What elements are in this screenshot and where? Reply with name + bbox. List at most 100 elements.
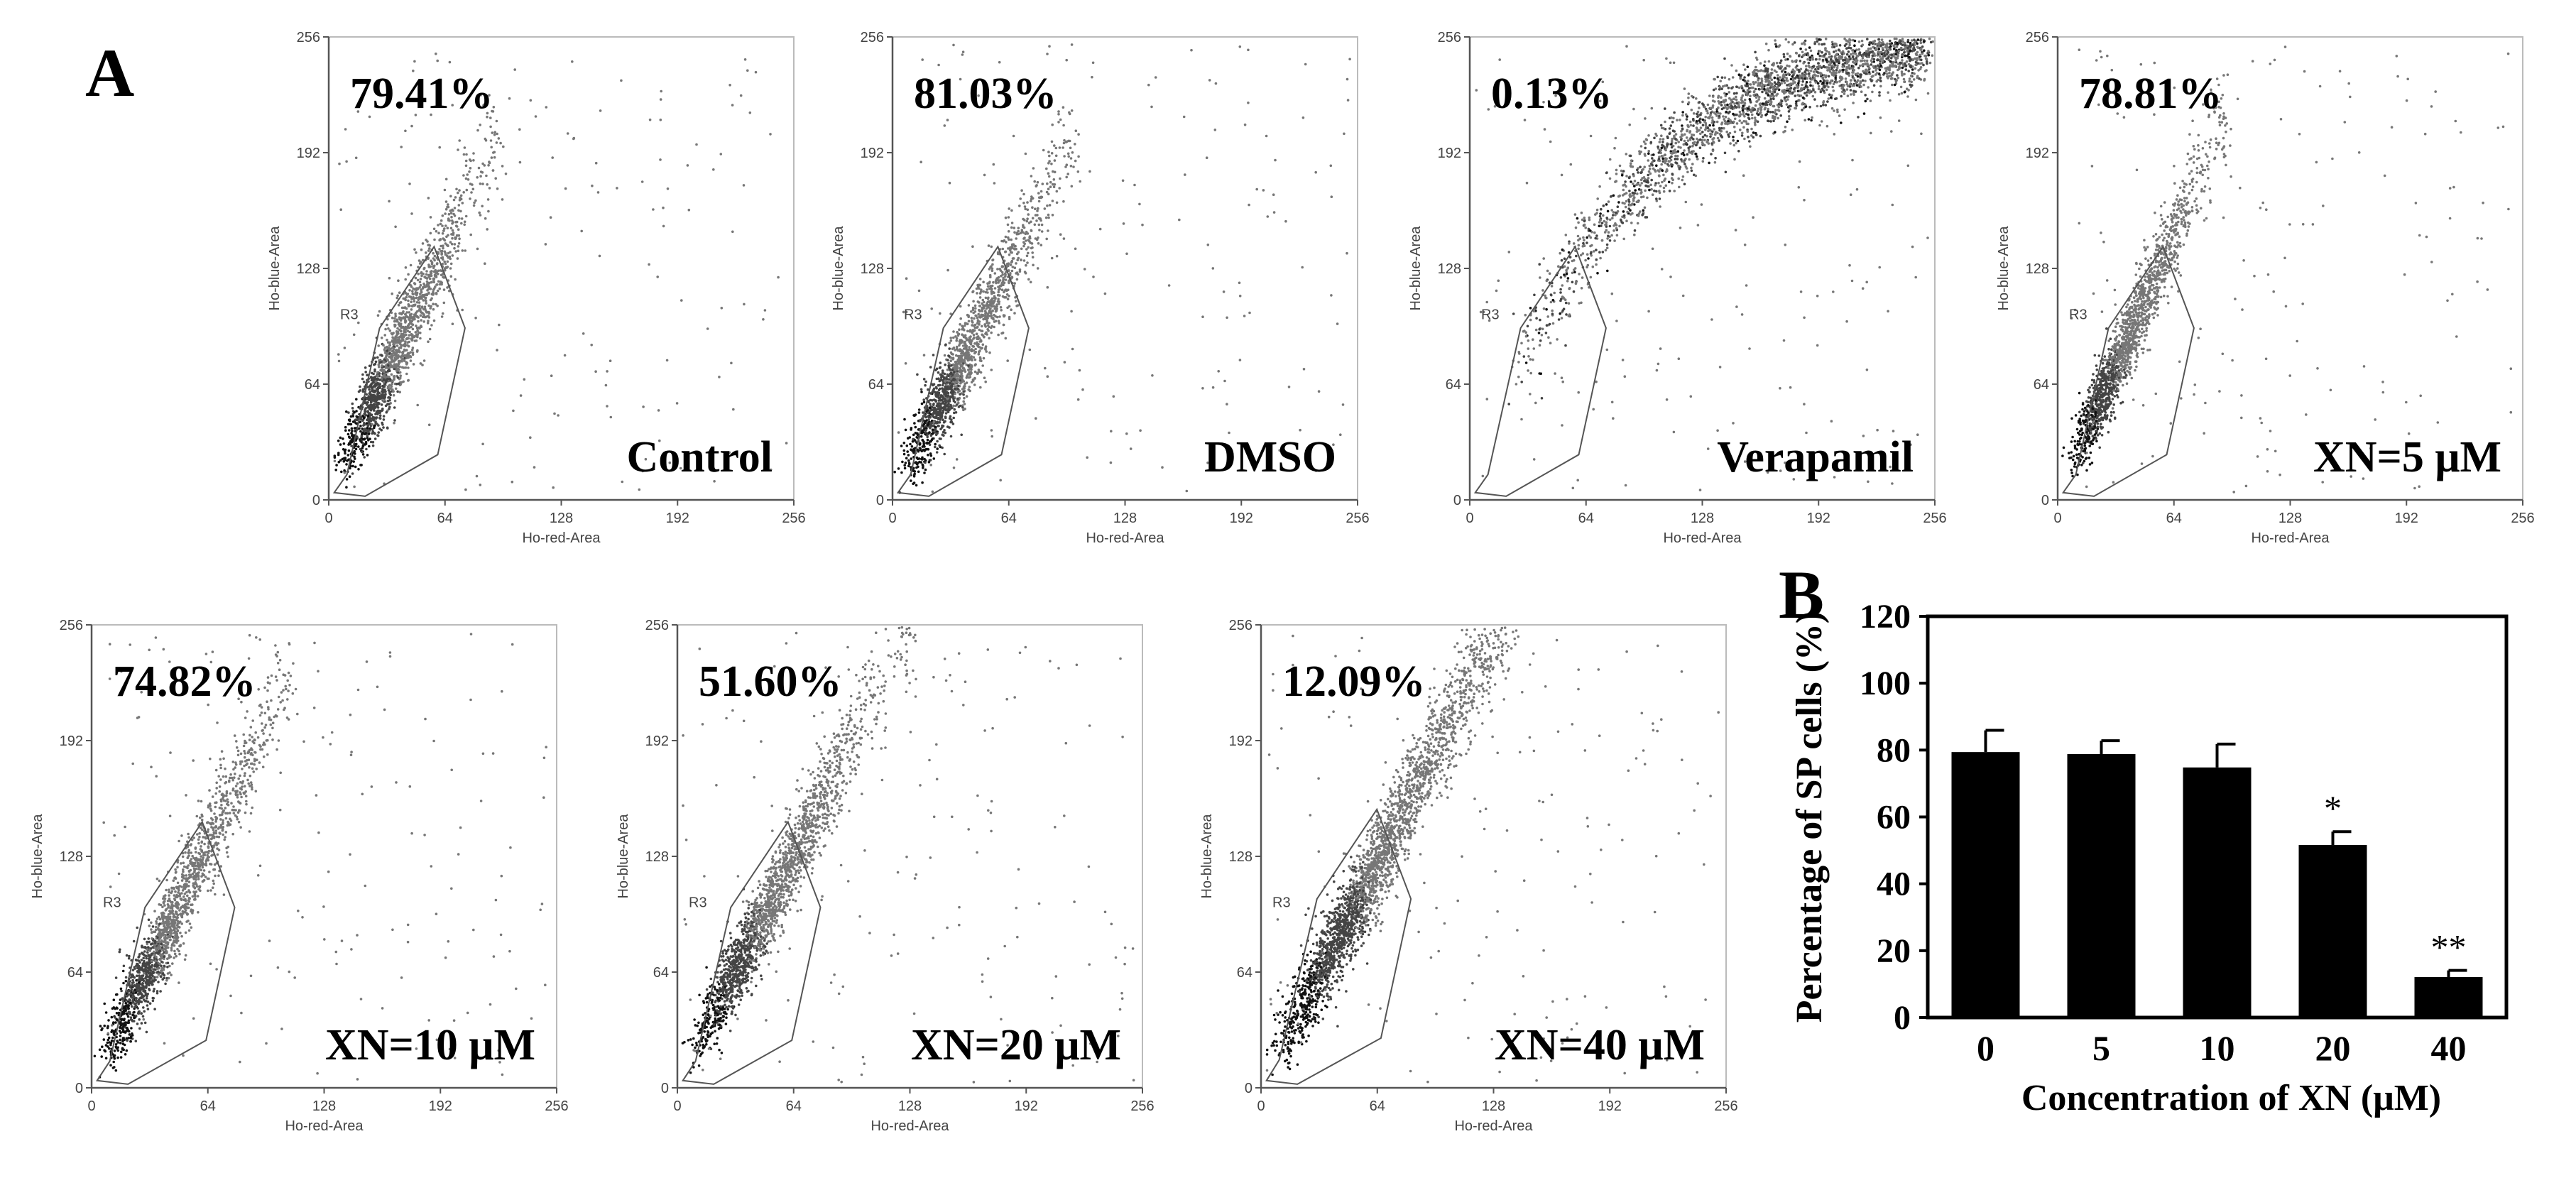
flow-event-dot [356, 436, 359, 439]
flow-event-dot [422, 320, 425, 323]
flow-event-dot [1028, 240, 1031, 243]
flow-event-dot [441, 273, 444, 276]
flow-event-dot [1002, 278, 1005, 281]
flow-event-dot [1064, 165, 1067, 168]
flow-event-dot [351, 407, 354, 410]
flow-event-dot [949, 359, 952, 363]
flow-event-dot [462, 153, 466, 156]
flow-event-dot [922, 411, 924, 414]
flow-event-dot [956, 363, 959, 366]
flow-event-dot [495, 141, 498, 144]
flow-event-dot [980, 288, 983, 292]
flow-event-dot [392, 341, 395, 344]
flow-event-dot [1010, 226, 1013, 229]
flow-event-dot [1040, 230, 1044, 233]
flow-event-dot [394, 387, 398, 391]
flow-event-dot [1563, 257, 1566, 261]
flow-event-dot [975, 332, 978, 336]
flow-event-dot [1662, 173, 1665, 177]
flow-event-dot [1042, 148, 1045, 152]
flow-event-dot [443, 260, 446, 263]
flow-event-dot [427, 423, 431, 427]
flow-event-dot [917, 465, 919, 469]
flow-event-dot [675, 402, 679, 405]
flow-event-dot [373, 378, 376, 381]
flow-event-dot [1685, 118, 1688, 121]
flow-event-dot [395, 363, 398, 366]
flow-event-dot [493, 156, 496, 159]
flow-event-dot [354, 465, 357, 469]
flow-event-dot [486, 111, 489, 115]
flow-event-dot [982, 317, 985, 321]
flow-event-dot [484, 217, 487, 220]
flow-event-dot [1047, 187, 1050, 191]
flow-event-dot [451, 322, 454, 326]
flow-event-dot [364, 371, 367, 373]
flow-event-dot [373, 409, 376, 412]
flow-event-dot [1735, 69, 1738, 72]
flow-event-dot [427, 257, 430, 261]
flow-event-dot [1640, 182, 1643, 185]
flow-event-dot [1533, 293, 1536, 297]
flow-event-dot [364, 413, 366, 415]
flow-event-dot [1848, 43, 1851, 47]
flow-event-dot [949, 337, 952, 339]
flow-event-dot [973, 370, 977, 373]
flow-event-dot [913, 422, 916, 425]
flow-event-dot [951, 369, 954, 371]
flow-event-dot [1808, 58, 1812, 62]
flow-event-dot [415, 325, 417, 327]
flow-event-dot [957, 332, 960, 336]
flow-event-dot [1341, 403, 1345, 406]
flow-event-dot [1637, 200, 1639, 204]
flow-event-dot [1051, 200, 1054, 202]
flow-event-dot [987, 306, 990, 309]
flow-event-dot [968, 386, 971, 388]
flow-event-dot [591, 184, 594, 187]
flow-event-dot [421, 258, 425, 262]
flow-event-dot [376, 377, 379, 381]
flow-event-dot [917, 289, 921, 293]
flow-event-dot [988, 322, 990, 325]
flow-event-dot [381, 354, 383, 357]
flow-event-dot [441, 214, 444, 217]
flow-event-dot [937, 63, 940, 67]
flow-event-dot [1063, 361, 1066, 364]
flow-event-dot [1650, 178, 1653, 182]
flow-event-dot [1582, 241, 1585, 245]
flow-event-dot [1688, 145, 1691, 148]
flow-event-dot [371, 378, 375, 382]
flow-event-dot [487, 164, 490, 167]
flow-event-dot [997, 290, 1000, 294]
flow-event-dot [448, 60, 452, 64]
flow-event-dot [373, 363, 376, 366]
flow-event-dot [1705, 109, 1709, 113]
flow-event-dot [989, 286, 993, 290]
flow-event-dot [948, 405, 951, 408]
flow-event-dot [1897, 93, 1901, 96]
flow-event-dot [924, 468, 927, 471]
flow-event-dot [1314, 170, 1317, 174]
flow-event-dot [967, 369, 970, 371]
flow-event-dot [391, 356, 393, 359]
flow-event-dot [455, 225, 459, 228]
flow-event-dot [912, 475, 916, 478]
flow-event-dot [1874, 48, 1877, 51]
flow-event-dot [486, 198, 490, 201]
flow-event-dot [946, 369, 949, 371]
flow-event-dot [915, 436, 918, 439]
flow-event-dot [952, 330, 955, 333]
flow-event-dot [924, 383, 927, 387]
flow-event-dot [1808, 106, 1811, 109]
flow-event-dot [359, 406, 361, 409]
flow-event-dot [494, 177, 497, 180]
flow-event-dot [965, 395, 968, 398]
flow-event-dot [1724, 115, 1728, 119]
flow-event-dot [648, 118, 652, 121]
flow-event-dot [1092, 276, 1095, 278]
flow-event-dot [1624, 205, 1627, 209]
flow-event-dot [1030, 195, 1033, 198]
flow-event-dot [1643, 165, 1646, 168]
flow-event-dot [1573, 213, 1577, 216]
flow-event-dot [456, 257, 459, 260]
